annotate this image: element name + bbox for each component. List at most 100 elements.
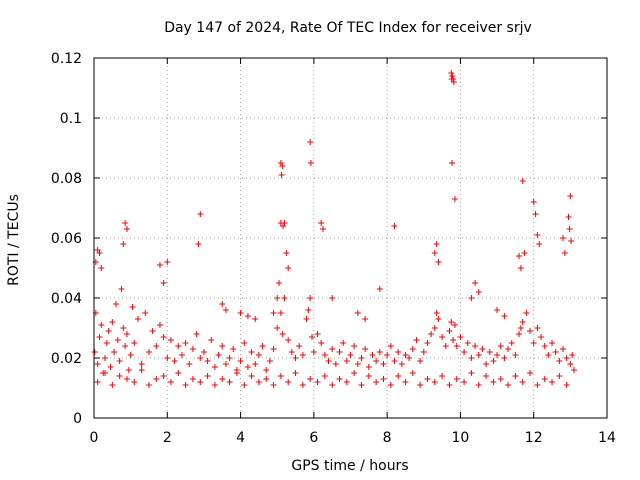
data-point — [307, 295, 314, 301]
data-point — [116, 373, 123, 379]
data-point — [116, 358, 123, 364]
data-point — [431, 250, 438, 256]
data-point — [450, 337, 457, 343]
data-point — [424, 376, 431, 382]
data-point — [285, 379, 292, 385]
data-point — [248, 373, 255, 379]
data-point — [479, 346, 486, 352]
data-point — [321, 373, 328, 379]
data-point — [167, 379, 174, 385]
data-point — [114, 337, 121, 343]
data-point — [277, 310, 284, 316]
data-point — [354, 310, 361, 316]
data-point — [309, 334, 316, 340]
x-axis: 0 2 4 6 8 10 12 14 — [90, 58, 616, 446]
data-point — [475, 382, 482, 388]
data-point — [204, 373, 211, 379]
data-point — [358, 355, 365, 361]
data-point — [395, 349, 402, 355]
data-point — [131, 379, 138, 385]
data-point — [358, 382, 365, 388]
data-point — [461, 379, 468, 385]
y-tick-label: 0.02 — [51, 351, 82, 367]
data-point — [189, 376, 196, 382]
data-point — [171, 358, 178, 364]
data-point — [568, 238, 575, 244]
data-point — [156, 322, 163, 328]
data-point — [123, 226, 130, 232]
data-point — [263, 367, 270, 373]
data-point — [307, 160, 314, 166]
data-point — [569, 352, 576, 358]
data-point — [566, 226, 573, 232]
data-point — [153, 376, 160, 382]
data-point — [303, 316, 310, 322]
data-point — [475, 352, 482, 358]
data-point — [233, 370, 240, 376]
data-point — [362, 316, 369, 322]
data-point — [413, 337, 420, 343]
data-point — [248, 349, 255, 355]
data-point — [387, 382, 394, 388]
data-point — [109, 319, 116, 325]
data-point — [448, 70, 455, 76]
data-point — [468, 355, 475, 361]
data-point — [523, 310, 530, 316]
data-point — [280, 223, 287, 229]
data-point — [433, 310, 440, 316]
data-point — [219, 301, 226, 307]
data-point — [299, 382, 306, 388]
x-tick-label: 2 — [163, 430, 172, 446]
data-point — [164, 355, 171, 361]
data-point — [549, 379, 556, 385]
data-point — [94, 379, 101, 385]
data-point — [464, 340, 471, 346]
data-point — [563, 355, 570, 361]
data-point — [494, 307, 501, 313]
data-point — [178, 352, 185, 358]
data-point — [91, 349, 98, 355]
data-point — [96, 334, 103, 340]
data-point — [483, 361, 490, 367]
data-point — [138, 361, 145, 367]
grid-lines — [94, 58, 607, 418]
data-point — [373, 379, 380, 385]
data-point — [195, 241, 202, 247]
data-point — [127, 352, 134, 358]
data-point — [285, 337, 292, 343]
data-point — [142, 310, 149, 316]
data-point — [428, 331, 435, 337]
data-point — [501, 313, 508, 319]
data-point — [512, 352, 519, 358]
data-point — [516, 331, 523, 337]
data-point — [530, 199, 537, 205]
y-tick-label: 0.06 — [51, 231, 82, 247]
x-tick-label: 0 — [90, 430, 99, 446]
data-point — [98, 322, 105, 328]
data-point — [98, 265, 105, 271]
data-point — [347, 352, 354, 358]
data-point — [244, 364, 251, 370]
data-point — [516, 253, 523, 259]
data-point — [424, 340, 431, 346]
data-point — [453, 343, 460, 349]
data-point — [402, 379, 409, 385]
data-point — [285, 265, 292, 271]
data-point — [111, 349, 118, 355]
data-point — [120, 241, 127, 247]
data-point — [343, 358, 350, 364]
data-point — [457, 334, 464, 340]
data-point — [439, 373, 446, 379]
data-point — [446, 382, 453, 388]
data-point — [571, 367, 578, 373]
data-point — [211, 364, 218, 370]
data-point — [431, 325, 438, 331]
x-tick-label: 14 — [598, 430, 616, 446]
data-point — [552, 349, 559, 355]
data-point — [153, 343, 160, 349]
data-point — [175, 370, 182, 376]
data-point — [208, 337, 215, 343]
data-point — [118, 286, 125, 292]
data-point — [468, 295, 475, 301]
x-tick-label: 6 — [309, 430, 318, 446]
